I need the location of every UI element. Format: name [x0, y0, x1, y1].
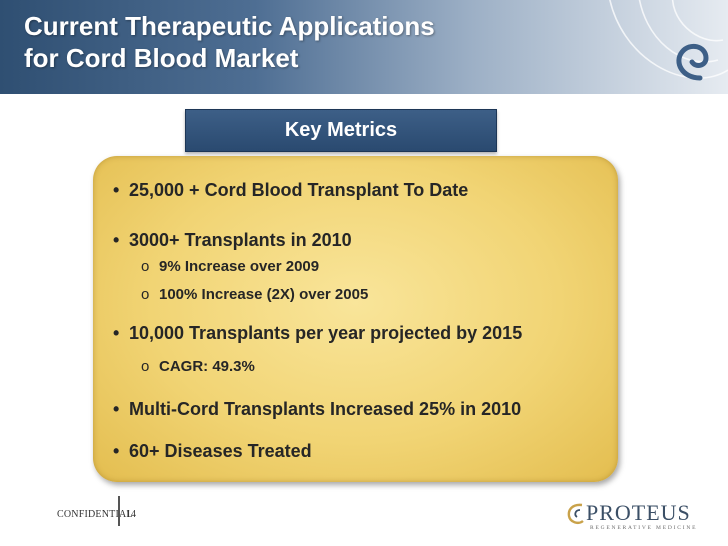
slide-header: Current Therapeutic Applications for Cor…: [0, 0, 728, 94]
metric-bullet-1: • 25,000 + Cord Blood Transplant To Date: [113, 180, 468, 201]
company-logo: PROTEUS REGENERATIVE MEDICINE: [566, 500, 714, 534]
sub-bullet-text: CAGR: 49.3%: [159, 358, 255, 375]
logo-tagline: REGENERATIVE MEDICINE: [590, 525, 698, 531]
slide-title-line-2: for Cord Blood Market: [24, 43, 299, 73]
metric-text: Multi-Cord Transplants Increased 25% in …: [129, 399, 522, 419]
proteus-logo-icon: [567, 503, 584, 524]
sub-bullet-icon: o: [141, 286, 150, 303]
bullet-icon: •: [113, 180, 120, 200]
bullet-icon: •: [113, 399, 120, 419]
spiral-decoration-icon: [609, 0, 728, 81]
logo-name: PROTEUS: [586, 500, 691, 525]
page-number: 14: [126, 509, 136, 520]
sub-bullet-text: 100% Increase (2X) over 2005: [159, 286, 369, 303]
sub-bullet-icon: o: [141, 358, 150, 375]
confidential-label: CONFIDENTIAL: [57, 509, 133, 520]
metric-text: 25,000 + Cord Blood Transplant To Date: [129, 180, 469, 200]
bullet-icon: •: [113, 323, 120, 343]
sub-bullet-icon: o: [141, 258, 150, 275]
sub-bullet-text: 9% Increase over 2009: [159, 258, 320, 275]
bullet-icon: •: [113, 230, 120, 250]
metric-bullet-4: • Multi-Cord Transplants Increased 25% in…: [113, 399, 521, 420]
metric-bullet-2: • 3000+ Transplants in 2010: [113, 230, 352, 251]
metric-sub-bullet: o 100% Increase (2X) over 2005: [141, 286, 368, 303]
metrics-panel: • 25,000 + Cord Blood Transplant To Date …: [93, 156, 618, 482]
footer-divider: [118, 496, 120, 526]
metric-bullet-5: • 60+ Diseases Treated: [113, 441, 312, 462]
metric-sub-bullet: o 9% Increase over 2009: [141, 258, 319, 275]
bullet-icon: •: [113, 441, 120, 461]
slide-title: Current Therapeutic Applications for Cor…: [24, 10, 435, 74]
key-metrics-banner: Key Metrics: [185, 109, 497, 152]
slide-title-line-1: Current Therapeutic Applications: [24, 11, 435, 41]
metric-text: 10,000 Transplants per year projected by…: [129, 323, 523, 343]
metric-text: 3000+ Transplants in 2010: [129, 230, 352, 250]
metric-sub-bullet: o CAGR: 49.3%: [141, 358, 255, 375]
metric-text: 60+ Diseases Treated: [129, 441, 312, 461]
metric-bullet-3: • 10,000 Transplants per year projected b…: [113, 323, 522, 344]
